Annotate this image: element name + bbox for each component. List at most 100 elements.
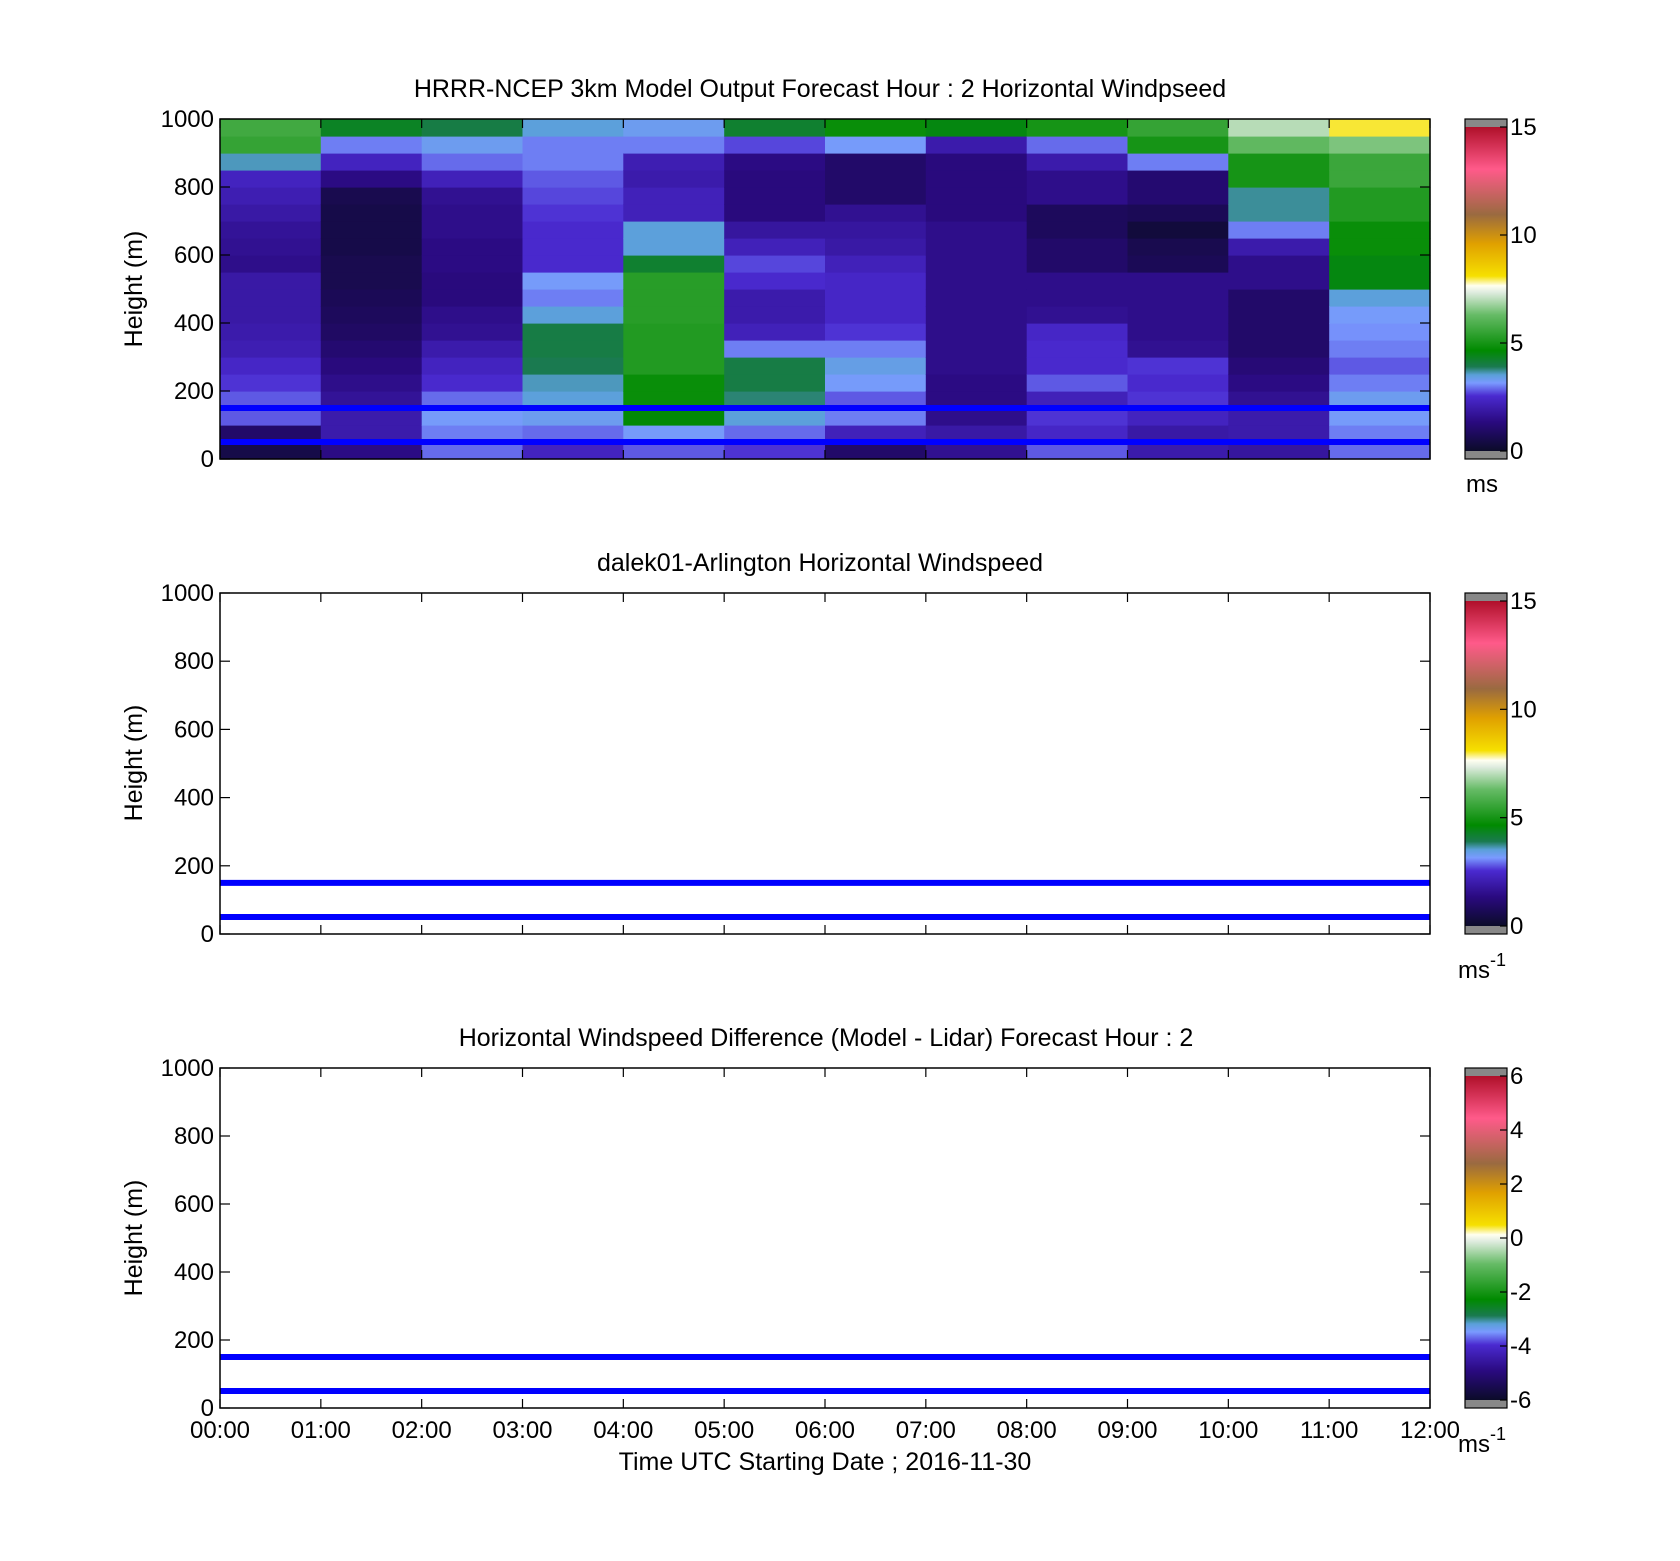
y-tick-label: 600	[174, 1191, 214, 1218]
colorbar: 0 5 10 15 ms-1	[1458, 588, 1537, 984]
heatmap-cell	[421, 119, 524, 137]
colorbar-tick-label: -2	[1510, 1279, 1531, 1306]
heatmap-cell	[522, 153, 624, 171]
heatmap-cell	[925, 306, 1028, 324]
heatmap-cell	[1228, 442, 1330, 460]
heatmap-cell	[724, 357, 826, 375]
colorbar-tick-label: 0	[1510, 438, 1523, 465]
heatmap-cell	[421, 221, 524, 239]
x-tick-label: 06:00	[795, 1417, 855, 1444]
heatmap-cell	[1228, 255, 1330, 273]
heatmap-cell	[522, 357, 624, 375]
heatmap-cell	[724, 408, 826, 426]
heatmap-cells	[220, 119, 1431, 460]
heatmap-cell	[522, 289, 624, 307]
heatmap-cell	[623, 306, 725, 324]
reference-lines	[220, 879, 1430, 920]
heatmap-cell	[1228, 221, 1330, 239]
heatmap-cell	[1329, 340, 1431, 358]
heatmap-cell	[1127, 187, 1229, 205]
heatmap-cell	[522, 255, 624, 273]
heatmap-cell	[522, 204, 624, 222]
heatmap-cell	[724, 170, 826, 188]
colorbar-tick-label: 4	[1510, 1117, 1523, 1144]
y-axis: 0 200 400 600 800 1000	[161, 580, 1430, 948]
x-tick-label: 03:00	[492, 1417, 552, 1444]
heatmap-cell	[925, 170, 1028, 188]
heatmap-cell	[1127, 323, 1229, 341]
heatmap-cell	[825, 323, 927, 341]
heatmap-cell	[1127, 272, 1229, 290]
heatmap-cell	[825, 289, 927, 307]
heatmap-cell	[1127, 442, 1229, 460]
colorbar-tick-label: 2	[1510, 1171, 1523, 1198]
heatmap-cell	[925, 221, 1028, 239]
heatmap-cell	[623, 323, 725, 341]
heatmap-cell	[421, 442, 524, 460]
panel-model-windspeed: HRRR-NCEP 3km Model Output Forecast Hour…	[120, 75, 1537, 498]
heatmap-cell	[724, 340, 826, 358]
heatmap-cell	[421, 357, 524, 375]
y-tick-label: 1000	[161, 106, 214, 133]
chart-title: HRRR-NCEP 3km Model Output Forecast Hour…	[414, 75, 1226, 103]
heatmap-cell	[220, 323, 322, 341]
y-axis: 0 200 400 600 800 1000	[161, 106, 1430, 473]
heatmap-cell	[1329, 119, 1431, 137]
heatmap-cell	[925, 357, 1028, 375]
heatmap-cell	[1026, 238, 1129, 256]
heatmap-cell	[220, 306, 322, 324]
heatmap-cell	[522, 323, 624, 341]
y-tick-label: 1000	[161, 1055, 214, 1082]
heatmap-cell	[320, 153, 423, 171]
heatmap-cell	[1228, 391, 1330, 409]
heatmap-cell	[522, 272, 624, 290]
x-tick-label: 05:00	[694, 1417, 754, 1444]
heatmap-cell	[925, 340, 1028, 358]
x-tick-label: 08:00	[997, 1417, 1057, 1444]
x-tick-label: 04:00	[593, 1417, 653, 1444]
heatmap-cell	[825, 340, 927, 358]
panel-lidar-windspeed: dalek01-Arlington Horizontal Windspeed 0…	[120, 549, 1537, 984]
heatmap-cell	[825, 255, 927, 273]
heatmap-cell	[220, 153, 322, 171]
heatmap-cell	[1026, 408, 1129, 426]
heatmap-cell	[220, 408, 322, 426]
colorbar-cap-top	[1465, 593, 1507, 601]
heatmap-cell	[1026, 187, 1129, 205]
heatmap-cell	[1026, 204, 1129, 222]
heatmap-cell	[320, 323, 423, 341]
heatmap-cell	[623, 170, 725, 188]
heatmap-cell	[220, 221, 322, 239]
heatmap-cell	[1228, 357, 1330, 375]
x-tick-label: 00:00	[190, 1417, 250, 1444]
heatmap-cell	[1026, 306, 1129, 324]
heatmap-cell	[1228, 272, 1330, 290]
heatmap-cell	[220, 425, 322, 443]
x-tick-label: 11:00	[1300, 1417, 1358, 1444]
heatmap-cell	[320, 425, 423, 443]
heatmap-cell	[1228, 187, 1330, 205]
heatmap-cell	[421, 408, 524, 426]
colorbar-tick-label: 10	[1510, 222, 1537, 249]
x-tick-label: 01:00	[291, 1417, 351, 1444]
heatmap-cell	[1228, 340, 1330, 358]
heatmap-cell	[1329, 408, 1431, 426]
x-ticks	[219, 119, 1431, 459]
heatmap-cell	[1026, 391, 1129, 409]
heatmap-cell	[623, 119, 725, 137]
heatmap-cell	[925, 255, 1028, 273]
heatmap-cell	[1026, 170, 1129, 188]
heatmap-cell	[724, 391, 826, 409]
chart-title: dalek01-Arlington Horizontal Windspeed	[597, 549, 1043, 577]
heatmap-cell	[421, 340, 524, 358]
heatmap-cell	[220, 391, 322, 409]
heatmap-cell	[825, 221, 927, 239]
x-ticks	[219, 593, 1431, 934]
heatmap-cell	[623, 442, 725, 460]
heatmap-cell	[421, 272, 524, 290]
heatmap-cell	[421, 136, 524, 154]
heatmap-cell	[1127, 357, 1229, 375]
heatmap-cell	[1026, 153, 1129, 171]
y-tick-label: 0	[201, 921, 214, 948]
